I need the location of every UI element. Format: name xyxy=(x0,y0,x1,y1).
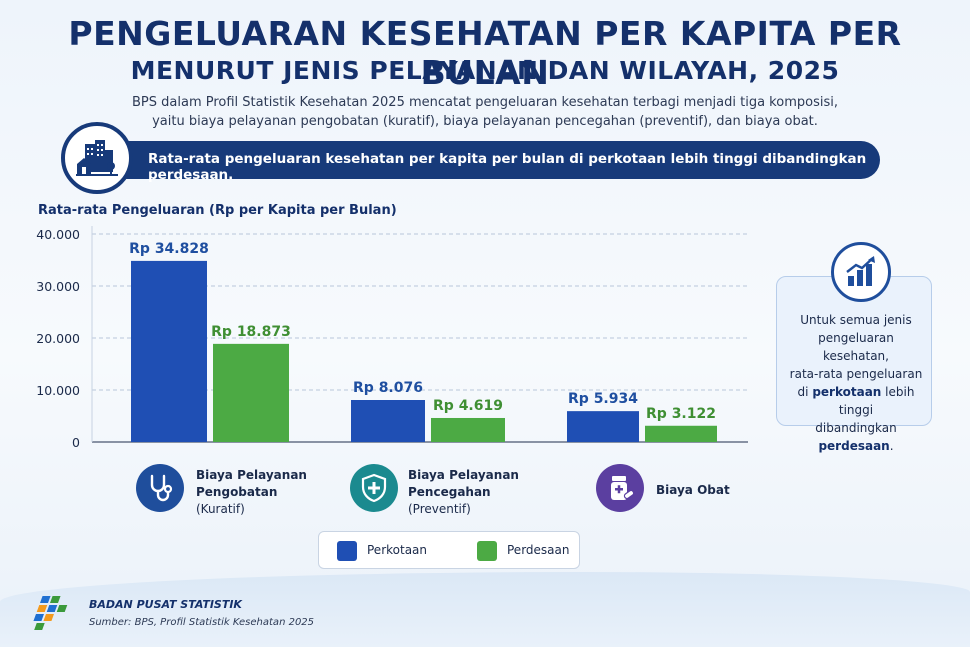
info-line4-bold: perkotaan xyxy=(812,385,882,399)
info-line5-post: . xyxy=(889,439,894,453)
category-preventif-line2: Pencegahan xyxy=(408,485,491,499)
bar-label-perkotaan-2: Rp 5.934 xyxy=(568,391,638,407)
bar-label-perdesaan-2: Rp 3.122 xyxy=(646,406,716,422)
category-kuratif-line2: Pengobatan xyxy=(196,485,278,499)
bar-label-perkotaan-1: Rp 8.076 xyxy=(353,380,423,396)
bar-label-perdesaan-0: Rp 18.873 xyxy=(211,324,291,340)
category-label-obat: Biaya Obat xyxy=(656,482,730,499)
info-line4-post: lebih tinggi xyxy=(838,385,915,417)
info-line5-bold: perdesaan xyxy=(818,439,890,453)
category-kuratif-line1: Biaya Pelayanan xyxy=(196,468,307,482)
info-text: Untuk semua jenis pengeluaran kesehatan,… xyxy=(786,311,926,455)
y-axis-label: Rata-rata Pengeluaran (Rp per Kapita per… xyxy=(38,203,397,218)
legend-swatch-perkotaan xyxy=(337,541,357,561)
legend: Perkotaan Perdesaan xyxy=(318,531,580,569)
info-icon xyxy=(831,242,891,302)
y-tick-label: 40.000 xyxy=(36,227,80,242)
info-line3: rata-rata pengeluaran xyxy=(789,367,923,381)
category-label-kuratif: Biaya Pelayanan Pengobatan (Kuratif) xyxy=(196,467,307,518)
bar-perkotaan-0 xyxy=(131,260,207,442)
category-preventif-line1: Biaya Pelayanan xyxy=(408,468,519,482)
y-tick-label: 30.000 xyxy=(36,279,80,294)
city-buildings-icon xyxy=(76,140,118,176)
y-tick-label: 0 xyxy=(72,435,80,450)
info-line1: Untuk semua jenis xyxy=(800,313,912,327)
page-title-line2: MENURUT JENIS PELAYANAN DAN WILAYAH, 202… xyxy=(130,56,840,85)
bar-perdesaan-1 xyxy=(431,417,505,442)
medicine-bottle-icon xyxy=(611,476,635,500)
description-line2: yaitu biaya pelayanan pengobatan (kurati… xyxy=(152,114,818,129)
description: BPS dalam Profil Statistik Kesehatan 202… xyxy=(120,93,850,131)
category-preventif-line3: (Preventif) xyxy=(408,502,471,516)
bar-perkotaan-1 xyxy=(351,400,425,442)
growth-chart-icon xyxy=(846,256,875,286)
category-label-preventif: Biaya Pelayanan Pencegahan (Preventif) xyxy=(408,467,519,518)
legend-swatch-perdesaan xyxy=(477,541,497,561)
info-line5: dibandingkan perdesaan. xyxy=(786,419,926,455)
legend-label-perdesaan: Perdesaan xyxy=(507,543,570,557)
bar-perkotaan-2 xyxy=(567,411,639,442)
description-line1: BPS dalam Profil Statistik Kesehatan 202… xyxy=(132,95,838,110)
y-tick-label: 10.000 xyxy=(36,383,80,398)
category-obat-line1: Biaya Obat xyxy=(656,483,730,497)
info-line4: di perkotaan lebih tinggi xyxy=(786,383,926,419)
page-title-line1: PENGELUARAN KESEHATAN PER KAPITA PER BUL… xyxy=(68,14,902,92)
info-line5-pre: dibandingkan xyxy=(815,421,897,435)
bar-perdesaan-0 xyxy=(213,343,289,442)
bar-label-perdesaan-1: Rp 4.619 xyxy=(433,398,503,414)
legend-label-perkotaan: Perkotaan xyxy=(367,543,428,557)
category-icon-kuratif xyxy=(136,464,184,512)
bps-logo xyxy=(30,592,80,636)
shield-plus-icon xyxy=(361,473,387,503)
bar-label-perkotaan-0: Rp 34.828 xyxy=(129,241,209,257)
y-tick-label: 20.000 xyxy=(36,331,80,346)
category-kuratif-line3: (Kuratif) xyxy=(196,502,245,516)
bar-perdesaan-2 xyxy=(645,425,717,442)
highlight-banner xyxy=(92,141,880,179)
organization-name: BADAN PUSAT STATISTIK xyxy=(89,598,242,611)
category-icon-preventif xyxy=(350,464,398,512)
category-icon-obat xyxy=(596,464,644,512)
banner-text: Rata-rata pengeluaran kesehatan per kapi… xyxy=(148,151,867,183)
source-note: Sumber: BPS, Profil Statistik Kesehatan … xyxy=(89,617,315,628)
stethoscope-icon xyxy=(150,474,173,502)
info-line4-pre: di xyxy=(797,385,813,399)
bps-logo-icon xyxy=(33,596,68,630)
banner-badge xyxy=(61,122,133,194)
footer-wave xyxy=(0,572,970,647)
info-line2: pengeluaran kesehatan, xyxy=(818,331,894,363)
